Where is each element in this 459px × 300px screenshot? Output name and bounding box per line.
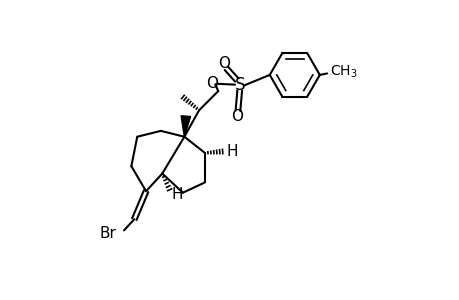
Text: S: S [235, 76, 245, 94]
Text: O: O [231, 109, 243, 124]
Text: H: H [226, 144, 237, 159]
Text: O: O [218, 56, 230, 70]
Polygon shape [181, 116, 190, 137]
Text: O: O [206, 76, 218, 91]
Text: H: H [171, 187, 182, 202]
Text: CH$_3$: CH$_3$ [330, 64, 357, 80]
Text: Br: Br [100, 226, 117, 242]
